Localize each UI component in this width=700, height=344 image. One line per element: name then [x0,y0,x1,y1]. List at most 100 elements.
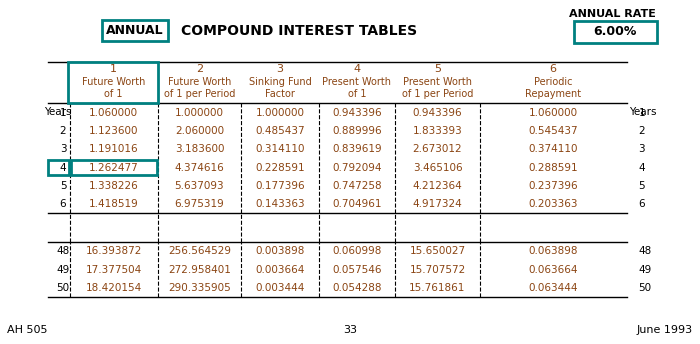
FancyBboxPatch shape [48,160,69,175]
Text: 0.943396: 0.943396 [332,108,382,118]
Text: 0.063898: 0.063898 [528,246,578,257]
Text: 50: 50 [57,283,69,293]
Text: 0.792094: 0.792094 [332,162,382,173]
Text: 1.338226: 1.338226 [89,181,139,191]
Text: 0.057546: 0.057546 [332,265,382,275]
Text: 1.833393: 1.833393 [412,126,463,136]
Text: 4.212364: 4.212364 [412,181,463,191]
Text: Years: Years [44,107,71,117]
Text: of 1 per Period: of 1 per Period [402,88,473,99]
Text: 49: 49 [638,265,652,275]
Text: of 1: of 1 [104,88,123,99]
Text: 49: 49 [57,265,69,275]
FancyBboxPatch shape [71,160,157,175]
Text: 0.485437: 0.485437 [256,126,304,136]
Text: Future Worth: Future Worth [168,77,231,87]
Text: 0.314110: 0.314110 [256,144,304,154]
Text: 4: 4 [60,162,66,173]
Text: 18.420154: 18.420154 [85,283,142,293]
Text: 16.393872: 16.393872 [85,246,142,257]
Text: 256.564529: 256.564529 [168,246,231,257]
Text: 0.943396: 0.943396 [413,108,462,118]
Text: 0.054288: 0.054288 [332,283,382,293]
Text: 0.704961: 0.704961 [332,199,382,209]
Text: 0.003664: 0.003664 [256,265,304,275]
Text: 0.237396: 0.237396 [528,181,578,191]
Text: ANNUAL RATE: ANNUAL RATE [569,9,656,20]
Text: 3.183600: 3.183600 [175,144,224,154]
Text: 4: 4 [354,64,360,75]
Text: 0.060998: 0.060998 [332,246,382,257]
Text: 15.650027: 15.650027 [410,246,466,257]
Text: 33: 33 [343,325,357,335]
Text: 0.177396: 0.177396 [256,181,304,191]
Text: Sinking Fund: Sinking Fund [248,77,312,87]
Text: 48: 48 [57,246,69,257]
Text: 4.374616: 4.374616 [174,162,225,173]
Text: Factor: Factor [265,88,295,99]
Text: Present Worth: Present Worth [403,77,472,87]
Text: 0.143363: 0.143363 [256,199,304,209]
Text: 6: 6 [638,199,645,209]
Text: 6.975319: 6.975319 [174,199,225,209]
Text: 0.545437: 0.545437 [528,126,578,136]
Text: 290.335905: 290.335905 [168,283,231,293]
Text: 1.262477: 1.262477 [89,162,139,173]
Text: 1: 1 [60,108,66,118]
Text: 3: 3 [638,144,645,154]
FancyBboxPatch shape [574,21,657,43]
Text: 1.191016: 1.191016 [89,144,139,154]
Text: 6: 6 [550,64,556,75]
Text: 6: 6 [60,199,66,209]
Text: 0.003898: 0.003898 [256,246,304,257]
Text: Repayment: Repayment [525,88,581,99]
Text: 0.889996: 0.889996 [332,126,382,136]
Text: 4.917324: 4.917324 [412,199,463,209]
Text: 1.060000: 1.060000 [89,108,139,118]
Text: 0.374110: 0.374110 [528,144,578,154]
Text: Periodic: Periodic [533,77,573,87]
FancyBboxPatch shape [102,20,168,41]
Text: 4: 4 [60,162,66,173]
Text: 0.747258: 0.747258 [332,181,382,191]
Text: 48: 48 [638,246,652,257]
Text: 5: 5 [60,181,66,191]
Text: 15.707572: 15.707572 [410,265,466,275]
Text: 5: 5 [638,181,645,191]
Text: 1.418519: 1.418519 [89,199,139,209]
Text: 3: 3 [276,64,284,75]
Text: 4: 4 [638,162,645,173]
Text: 0.003444: 0.003444 [256,283,304,293]
Text: 1.060000: 1.060000 [528,108,578,118]
Text: 17.377504: 17.377504 [85,265,142,275]
Text: 0.203363: 0.203363 [528,199,578,209]
Text: 1: 1 [638,108,645,118]
Text: 2: 2 [196,64,203,75]
Text: Future Worth: Future Worth [82,77,146,87]
Text: 50: 50 [638,283,652,293]
Text: 272.958401: 272.958401 [168,265,231,275]
Text: AH 505: AH 505 [7,325,48,335]
Text: 1.000000: 1.000000 [256,108,304,118]
Text: 2: 2 [638,126,645,136]
Text: 2.673012: 2.673012 [413,144,462,154]
Text: 2.060000: 2.060000 [175,126,224,136]
Text: 3.465106: 3.465106 [413,162,462,173]
Text: Present Worth: Present Worth [323,77,391,87]
Text: 1.123600: 1.123600 [89,126,139,136]
Text: of 1: of 1 [348,88,366,99]
FancyBboxPatch shape [68,62,158,103]
Text: 0.839619: 0.839619 [332,144,382,154]
Text: 0.228591: 0.228591 [256,162,304,173]
Text: Years: Years [629,107,656,117]
Text: 6.00%: 6.00% [594,25,637,39]
Text: 0.063444: 0.063444 [528,283,578,293]
Text: 5.637093: 5.637093 [175,181,224,191]
Text: COMPOUND INTEREST TABLES: COMPOUND INTEREST TABLES [181,24,416,37]
Text: 0.063664: 0.063664 [528,265,578,275]
Text: 15.761861: 15.761861 [410,283,466,293]
Text: 0.288591: 0.288591 [528,162,578,173]
Text: of 1 per Period: of 1 per Period [164,88,235,99]
Text: 5: 5 [434,64,441,75]
Text: June 1993: June 1993 [637,325,693,335]
